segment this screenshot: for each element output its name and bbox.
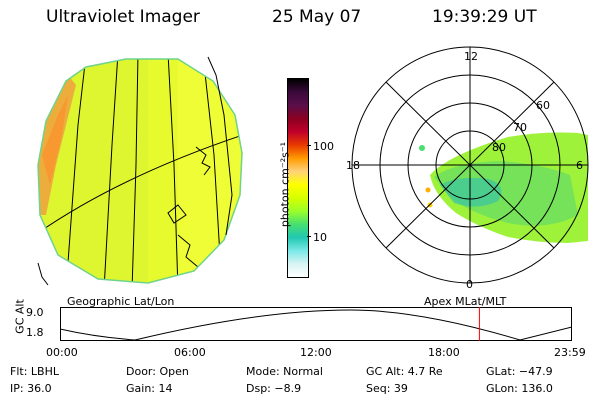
colorbar-tick-label-upper: 100 xyxy=(313,140,334,153)
lat-label-80: 80 xyxy=(492,141,506,154)
time-tick-4: 23:59 xyxy=(554,346,586,359)
mlt-label-left: 18 xyxy=(346,159,360,172)
mlt-label-top: 12 xyxy=(464,50,478,63)
apex-caption: Apex MLat/MLT xyxy=(424,295,507,308)
alt-y-bottom-label: 1.8 xyxy=(26,326,44,339)
time-label: 19:39:29 UT xyxy=(432,7,537,27)
lat-label-70: 70 xyxy=(513,121,527,134)
time-tick-2: 12:00 xyxy=(300,346,332,359)
info-seq: Seq: 39 xyxy=(366,382,408,395)
info-glat: GLat: −47.9 xyxy=(486,365,553,378)
altitude-curve xyxy=(60,309,572,341)
colorbar-tick-10 xyxy=(307,236,311,237)
mlt-label-bottom: 0 xyxy=(466,278,473,290)
time-tick-1: 06:00 xyxy=(174,346,206,359)
info-door: Door: Open xyxy=(126,365,189,378)
info-glon: GLon: 136.0 xyxy=(486,382,553,395)
altitude-plot xyxy=(60,307,572,341)
color-bar-gradient xyxy=(288,79,308,277)
color-bar xyxy=(287,78,309,278)
geographic-image-panel xyxy=(37,56,243,286)
lat-label-60: 60 xyxy=(536,99,550,112)
info-gc-alt: GC Alt: 4.7 Re xyxy=(366,365,443,378)
polar-plot: 12 0 18 6 60 70 80 xyxy=(346,46,589,290)
info-dsp: Dsp: −8.9 xyxy=(246,382,302,395)
colorbar-tick-label-lower: 10 xyxy=(313,231,327,244)
colorbar-tick-100 xyxy=(307,145,311,146)
time-tick-0: 00:00 xyxy=(46,346,78,359)
geographic-caption: Geographic Lat/Lon xyxy=(67,295,175,308)
alt-y-top-label: 9.0 xyxy=(26,306,44,319)
time-tick-3: 18:00 xyxy=(428,346,460,359)
date-label: 25 May 07 xyxy=(272,7,362,27)
altitude-plot-frame xyxy=(60,307,572,341)
colorbar-unit-label: photon cm⁻²s⁻¹ xyxy=(278,141,292,228)
info-gain: Gain: 14 xyxy=(126,382,173,395)
mlt-label-right: 6 xyxy=(576,159,583,172)
info-flt: Flt: LBHL xyxy=(10,365,59,378)
info-ip: IP: 36.0 xyxy=(10,382,52,395)
gc-alt-axis-label: GC Alt xyxy=(13,299,27,334)
instrument-title: Ultraviolet Imager xyxy=(46,7,200,27)
info-mode: Mode: Normal xyxy=(246,365,323,378)
